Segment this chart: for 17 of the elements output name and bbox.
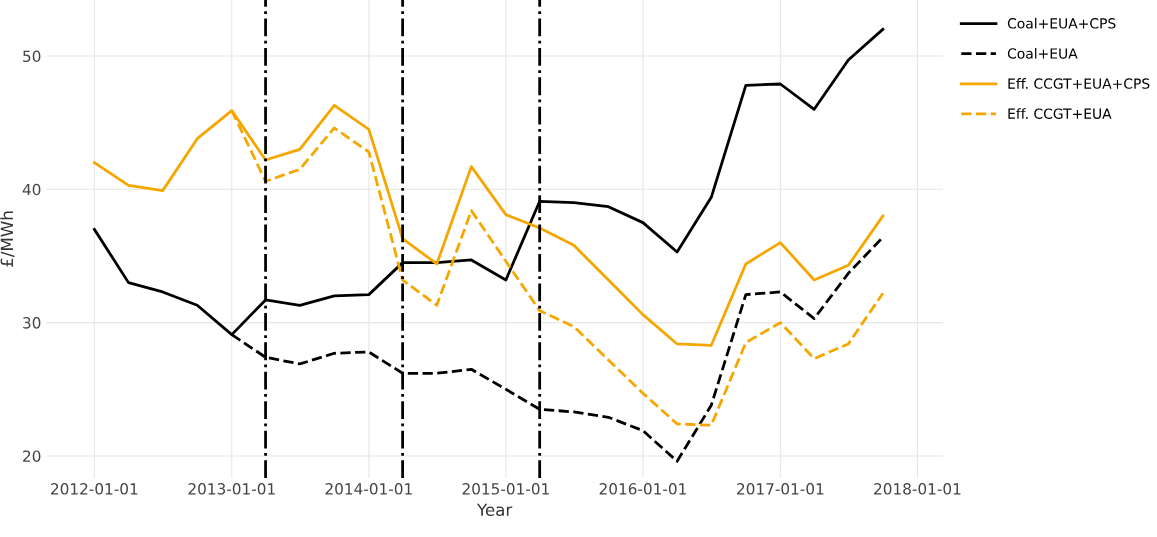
legend-label: Coal+EUA+CPS (1007, 17, 1116, 29)
y-tick-label: 50 (23, 50, 41, 63)
x-tick-label: 2012-01-01 (51, 483, 138, 495)
y-tick-label: 40 (22, 183, 41, 196)
y-tick-label: 30 (23, 317, 41, 329)
x-tick-label: 2017-01-01 (737, 483, 824, 495)
legend-label: Eff. CCGT+EUA (1008, 108, 1112, 119)
x-tick-label: 2015-01-01 (462, 483, 549, 495)
x-tick-label: 2014-01-01 (325, 483, 412, 495)
x-tick-label: 2013-01-01 (188, 483, 275, 495)
x-axis-title: Year (476, 503, 513, 517)
y-axis-title: £/MWh (0, 211, 15, 267)
x-tick-label: 2016-01-01 (599, 483, 686, 495)
legend-label: Eff. CCGT+EUA+CPS (1008, 78, 1150, 89)
x-tick-label: 2018-01-01 (874, 483, 961, 495)
y-tick-label: 20 (23, 450, 41, 462)
legend-label: Coal+EUA (1007, 47, 1078, 59)
